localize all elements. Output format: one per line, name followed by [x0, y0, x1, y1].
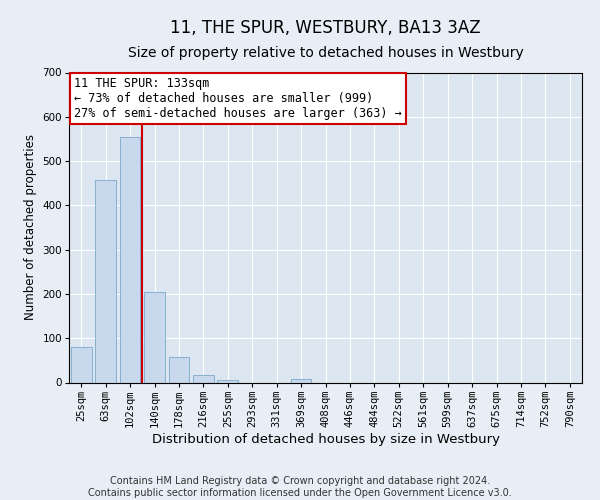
Bar — [144, 292, 165, 382]
Text: 11, THE SPUR, WESTBURY, BA13 3AZ: 11, THE SPUR, WESTBURY, BA13 3AZ — [170, 19, 481, 37]
Y-axis label: Number of detached properties: Number of detached properties — [24, 134, 37, 320]
X-axis label: Distribution of detached houses by size in Westbury: Distribution of detached houses by size … — [151, 432, 499, 446]
Bar — [169, 358, 190, 382]
Bar — [290, 378, 311, 382]
Bar — [95, 180, 116, 382]
Text: 11 THE SPUR: 133sqm
← 73% of detached houses are smaller (999)
27% of semi-detac: 11 THE SPUR: 133sqm ← 73% of detached ho… — [74, 77, 402, 120]
Bar — [71, 347, 92, 382]
Bar — [119, 137, 140, 382]
Bar — [193, 374, 214, 382]
Text: Size of property relative to detached houses in Westbury: Size of property relative to detached ho… — [128, 46, 523, 60]
Text: Contains HM Land Registry data © Crown copyright and database right 2024.
Contai: Contains HM Land Registry data © Crown c… — [88, 476, 512, 498]
Bar — [217, 380, 238, 382]
